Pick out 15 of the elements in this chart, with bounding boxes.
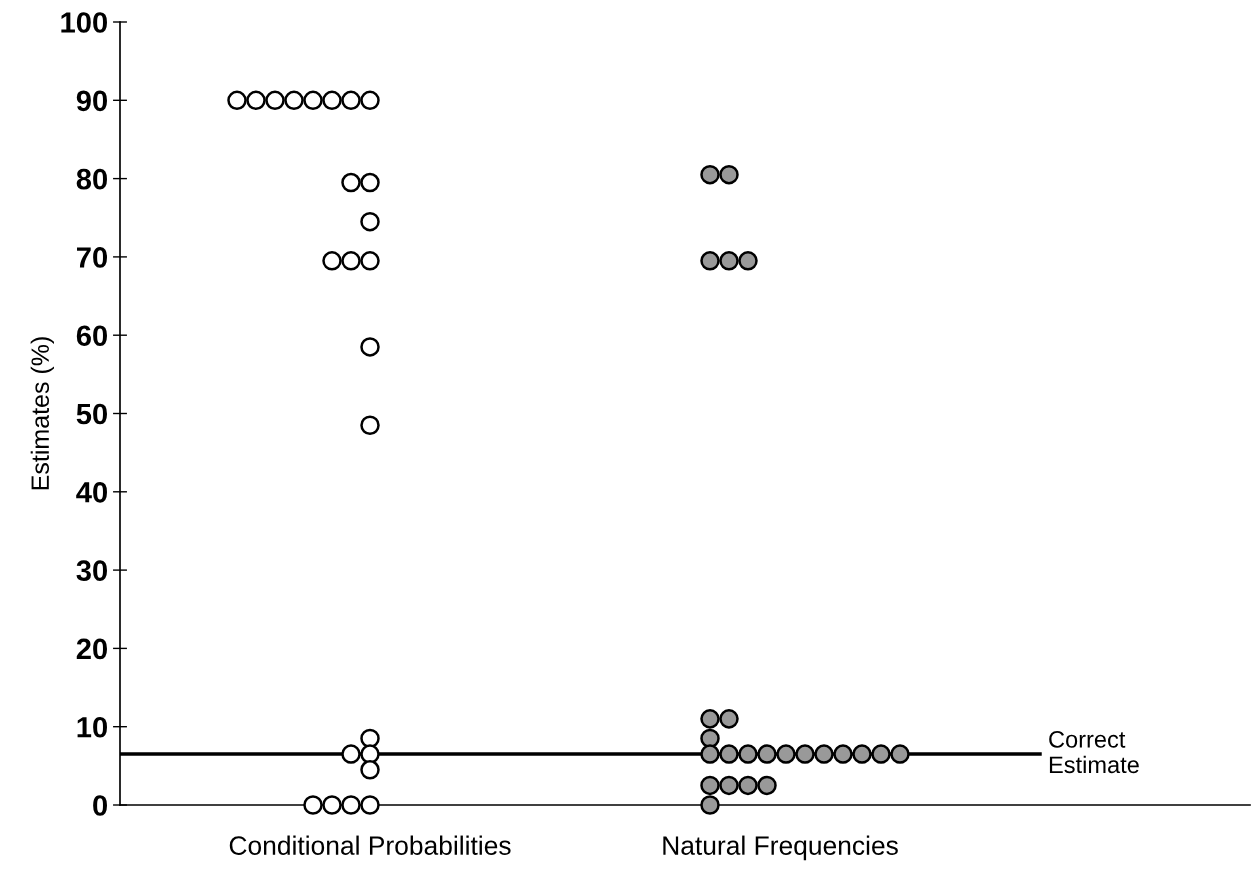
x-tick-label: Conditional Probabilities: [229, 835, 511, 855]
y-tick-label: 30: [76, 560, 107, 581]
y-tick-label: 40: [76, 482, 107, 503]
ref-line-label: Correct Estimate: [1049, 731, 1139, 774]
y-tick-label: 90: [76, 90, 107, 112]
x-tick-label: Natural Frequencies: [663, 835, 898, 861]
y-tick-label: 100: [61, 12, 107, 33]
y-tick-label: 20: [76, 638, 107, 660]
y-tick-label: 0: [93, 795, 107, 816]
y-tick-label: 10: [77, 716, 107, 738]
y-tick-label: 70: [77, 247, 107, 268]
y-tick-label: 80: [76, 168, 107, 190]
y-tick-label: 60: [76, 325, 107, 347]
y-axis-title: Estimates (%): [30, 337, 54, 490]
y-tick-label: 50: [76, 403, 107, 425]
